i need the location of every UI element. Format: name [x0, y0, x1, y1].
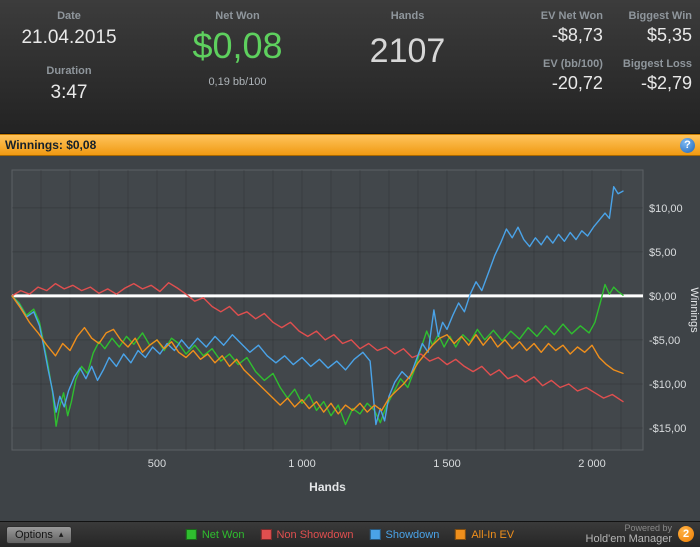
stat-biggest-loss: Biggest Loss -$2,79	[623, 58, 692, 106]
legend-item-net-won: Net Won	[185, 528, 245, 541]
duration-value: 3:47	[50, 82, 88, 103]
stat-ev-net-won: EV Net Won -$8,73	[541, 10, 603, 58]
winnings-chart: $10,00 $5,00 $0,00 -$5,00 -$10,00 -$15,00 500 1…	[0, 156, 700, 521]
chart-legend: Net Won Non Showdown Showdown All-In EV	[185, 528, 514, 541]
stat-value: -$2,79	[640, 73, 692, 93]
hands-value: 2107	[369, 32, 446, 70]
winnings-chart-svg: $10,00 $5,00 $0,00 -$5,00 -$10,00 -$15,00 500 1…	[11, 169, 700, 494]
hands-label: Hands	[390, 10, 425, 22]
options-button-label: Options	[15, 528, 53, 541]
series-line-net-won	[11, 283, 624, 427]
date-label: Date	[57, 10, 81, 22]
net-won-label: Net Won	[215, 10, 260, 22]
stat-label: EV (bb/100)	[543, 58, 603, 70]
options-arrow-icon: ▴	[58, 529, 64, 539]
legend-swatch-icon	[260, 529, 272, 540]
date-duration-block: Date 21.04.2015 Duration 3:47	[4, 10, 134, 104]
net-won-block: Net Won $0,08 0,19 bb/100	[145, 10, 330, 88]
brand-name: Hold'em Manager	[585, 533, 672, 546]
stat-biggest-win: Biggest Win $5,35	[623, 10, 692, 58]
legend-label: Net Won	[201, 528, 245, 541]
y-tick-label: -$5,00	[649, 335, 680, 347]
legend-swatch-icon	[369, 529, 381, 540]
winnings-title-text: Winnings: $0,08	[5, 138, 97, 152]
duration-label: Duration	[46, 65, 92, 77]
y-tick-label: -$15,00	[649, 423, 686, 435]
hm2-logo-icon: 2	[678, 526, 694, 543]
x-axis-title: Hands	[309, 480, 346, 494]
x-tick-label: 500	[148, 458, 166, 470]
legend-label: Showdown	[385, 528, 440, 541]
brand-text: Powered by Hold'em Manager	[585, 522, 672, 546]
series-line-non-showdown	[11, 281, 624, 403]
legend-swatch-icon	[185, 529, 197, 540]
net-won-value: $0,08	[192, 25, 283, 66]
y-axis-title: Winnings	[688, 287, 700, 333]
legend-item-all-in-ev: All-In EV	[455, 529, 514, 541]
stat-label: Biggest Win	[628, 10, 692, 22]
hands-block: Hands 2107	[335, 10, 480, 71]
stat-label: Biggest Loss	[622, 58, 692, 70]
legend-label: All-In EV	[471, 528, 515, 541]
session-summary-header: Date 21.04.2015 Duration 3:47 Net Won $0…	[0, 0, 700, 134]
x-tick-label: 1 000	[288, 458, 316, 470]
stat-value: -$8,73	[551, 25, 603, 45]
y-tick-label: $0,00	[649, 291, 677, 303]
powered-by-label: Powered by	[624, 522, 672, 533]
legend-item-non-showdown: Non Showdown	[260, 528, 354, 541]
x-tick-label: 1 500	[433, 458, 461, 470]
stat-ev-bb100: EV (bb/100) -20,72	[541, 58, 603, 106]
footer-bar: Options ▴ Net Won Non Showdown Showdown All…	[0, 521, 700, 547]
net-won-bb100: 0,19 bb/100	[208, 76, 267, 88]
winnings-title-bar: Winnings: $0,08 ?	[0, 134, 700, 156]
series-line-showdown	[11, 186, 624, 426]
powered-by-block: Powered by Hold'em Manager 2	[585, 522, 694, 546]
stats-grid: EV Net Won -$8,73 Biggest Win $5,35 EV (…	[541, 10, 692, 106]
y-tick-label: $10,00	[649, 203, 683, 215]
y-tick-label: -$10,00	[649, 379, 686, 391]
stat-value: -20,72	[551, 73, 603, 93]
legend-swatch-icon	[455, 529, 467, 540]
date-value: 21.04.2015	[21, 27, 117, 48]
stat-label: EV Net Won	[540, 10, 603, 22]
help-icon[interactable]: ?	[680, 137, 695, 153]
legend-label: Non Showdown	[276, 528, 354, 541]
y-tick-label: $5,00	[649, 247, 677, 259]
series-line-all-in-ev	[11, 295, 624, 415]
options-button[interactable]: Options ▴	[6, 525, 73, 544]
stat-value: $5,35	[646, 25, 692, 45]
x-tick-label: 2 000	[578, 458, 606, 470]
legend-item-showdown: Showdown	[369, 528, 440, 541]
plot-area	[11, 169, 644, 451]
